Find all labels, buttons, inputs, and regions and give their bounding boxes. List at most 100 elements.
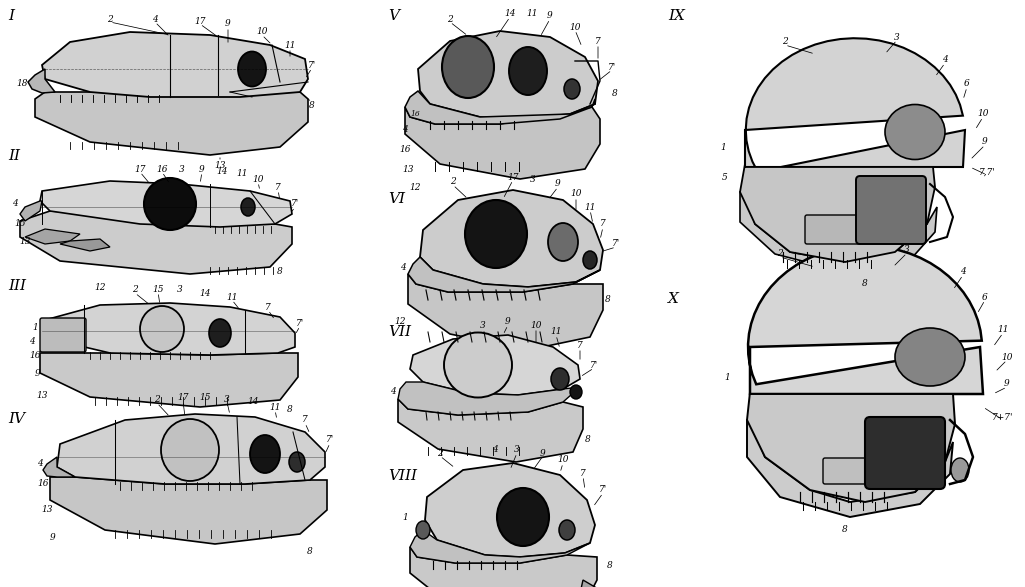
Text: 4: 4 [12,200,17,208]
Text: 7: 7 [302,416,308,424]
Text: 4: 4 [960,268,966,276]
Text: 7,7': 7,7' [979,167,995,177]
Polygon shape [42,303,295,355]
Polygon shape [405,91,594,124]
Text: 16: 16 [156,164,168,174]
Text: 4: 4 [391,387,396,396]
Text: 17: 17 [507,173,519,181]
Text: 4: 4 [152,15,158,23]
Text: 1: 1 [32,322,38,332]
Text: 8: 8 [607,561,613,569]
Text: 8: 8 [277,266,283,275]
Text: 7': 7' [589,360,599,369]
Ellipse shape [548,223,578,261]
Text: 7': 7' [291,200,299,208]
Text: 5: 5 [723,173,728,181]
Text: 14: 14 [216,167,228,176]
Polygon shape [410,335,580,395]
Text: 9: 9 [226,19,231,29]
Text: 10: 10 [977,110,989,119]
Ellipse shape [885,104,945,160]
Text: 13: 13 [19,237,31,245]
Text: 7': 7' [608,62,616,72]
Text: 16: 16 [30,350,41,359]
Polygon shape [425,463,594,557]
Text: III: III [8,279,26,293]
Text: 12: 12 [409,183,420,191]
Polygon shape [747,392,955,502]
Text: IX: IX [668,9,685,23]
Text: 12: 12 [94,282,106,292]
Polygon shape [42,32,308,97]
Ellipse shape [551,368,569,390]
Ellipse shape [161,419,219,481]
Text: 4: 4 [402,124,408,133]
Text: 9: 9 [556,180,561,188]
Text: 3: 3 [894,32,900,42]
Polygon shape [418,31,598,119]
Polygon shape [747,420,953,517]
Text: 2: 2 [450,177,456,187]
Text: 7+7': 7+7' [992,413,1014,421]
Text: 15: 15 [153,285,164,294]
Text: 8: 8 [862,279,868,288]
Polygon shape [420,190,603,287]
Ellipse shape [444,332,512,397]
Ellipse shape [442,36,494,98]
Polygon shape [57,414,325,484]
FancyBboxPatch shape [40,318,86,352]
Text: 8: 8 [310,100,315,110]
Text: 3: 3 [480,321,486,329]
Text: 11: 11 [284,41,296,49]
Ellipse shape [564,79,580,99]
Polygon shape [40,353,298,407]
Text: 14: 14 [247,397,258,407]
Text: 2: 2 [108,15,113,23]
FancyBboxPatch shape [823,458,875,484]
Text: 11: 11 [526,9,538,19]
Text: 13: 13 [36,390,48,400]
Ellipse shape [140,306,184,352]
Text: VI: VI [388,192,405,206]
Ellipse shape [289,452,305,472]
Text: 4: 4 [37,460,43,468]
Text: 3: 3 [179,164,184,174]
Text: 7: 7 [577,340,583,349]
Text: 15: 15 [14,220,26,228]
Text: 4: 4 [400,262,406,272]
Text: 9: 9 [505,318,510,326]
Text: 7': 7' [326,436,334,444]
Text: 8: 8 [308,548,313,556]
Polygon shape [398,382,580,415]
Text: 1: 1 [721,143,726,151]
Text: 11: 11 [236,170,248,178]
Ellipse shape [465,200,527,268]
Polygon shape [577,580,607,587]
Text: 8: 8 [287,406,293,414]
Text: 12: 12 [395,318,406,326]
Text: 10: 10 [570,190,582,198]
Text: VII: VII [388,325,411,339]
Text: V: V [388,9,399,23]
Text: 10: 10 [558,456,569,464]
Text: 2: 2 [777,249,783,258]
Polygon shape [410,530,590,563]
Text: 7': 7' [599,485,607,494]
Polygon shape [28,69,55,93]
Polygon shape [50,477,327,544]
Polygon shape [408,257,600,292]
Polygon shape [398,399,583,462]
Ellipse shape [238,52,266,86]
Text: 10: 10 [252,174,263,184]
Polygon shape [20,201,42,221]
Text: 9: 9 [50,532,56,541]
Polygon shape [740,164,935,262]
Ellipse shape [559,520,575,540]
Text: 10: 10 [530,321,542,329]
Polygon shape [745,38,965,171]
Text: 11: 11 [270,403,281,411]
Text: 7': 7' [308,60,316,69]
Text: 6: 6 [982,292,988,302]
Text: 14: 14 [199,288,211,298]
Text: 9: 9 [199,164,205,174]
